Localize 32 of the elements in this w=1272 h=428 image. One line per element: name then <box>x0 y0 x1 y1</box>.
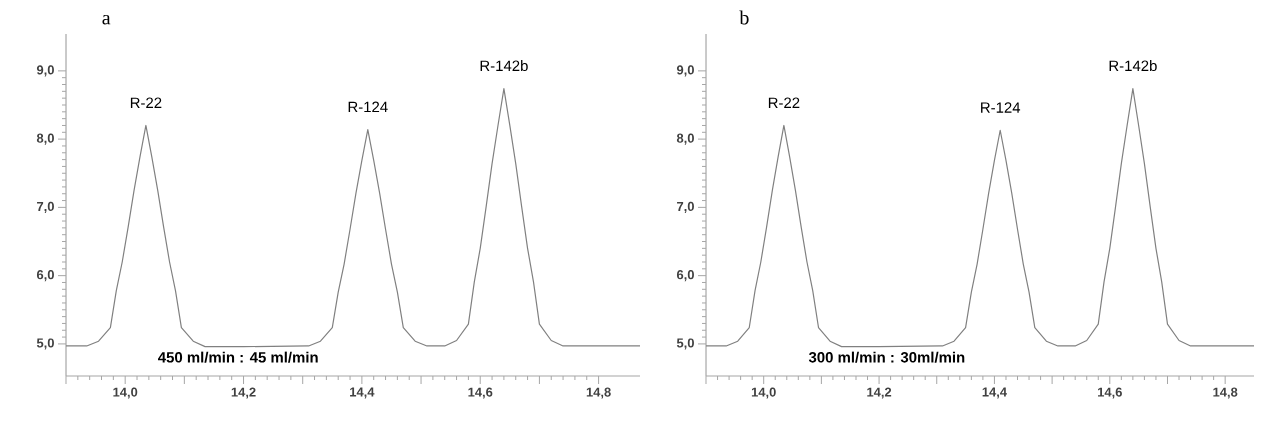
annotation: 450 ml/min : 45 ml/min <box>158 351 318 363</box>
annotation: R-124 <box>348 101 388 113</box>
annotation: R-22 <box>130 97 162 108</box>
x-tick-label: 14,2 <box>231 387 256 399</box>
x-tick-label: 14,6 <box>1098 387 1122 399</box>
y-tick-label: 5,0 <box>36 338 54 350</box>
x-tick-label: 14,0 <box>113 387 138 399</box>
x-tick-label: 14,4 <box>350 387 375 399</box>
annotation: R-22 <box>768 97 800 108</box>
x-tick-label: 14,0 <box>751 387 776 399</box>
y-tick-label: 6,0 <box>36 270 54 282</box>
chart-title: b <box>739 10 749 25</box>
line-series <box>65 88 641 348</box>
annotation: 300 ml/min : 30ml/min <box>808 351 965 363</box>
y-tick-label: 5,0 <box>676 338 694 350</box>
x-tick-label: 14,4 <box>982 387 1007 399</box>
y-tick-label: 8,0 <box>676 133 694 145</box>
y-tick-label: 8,0 <box>36 133 54 145</box>
y-tick-label: 9,0 <box>676 65 694 77</box>
line-series <box>705 88 1255 348</box>
annotation: R-142b <box>1109 60 1157 72</box>
annotation: R-124 <box>981 102 1021 113</box>
x-tick-label: 14,8 <box>1213 387 1238 399</box>
x-tick-label: 14,6 <box>468 387 493 399</box>
y-tick-label: 7,0 <box>677 201 694 213</box>
y-tick-label: 9,0 <box>36 65 54 77</box>
x-tick-label: 14,2 <box>867 387 892 399</box>
annotation: R-142b <box>480 60 528 72</box>
x-tick-label: 14,8 <box>586 387 611 399</box>
y-tick-label: 7,0 <box>37 201 54 213</box>
y-tick-label: 6,0 <box>676 270 694 282</box>
chart-title: a <box>102 14 111 25</box>
